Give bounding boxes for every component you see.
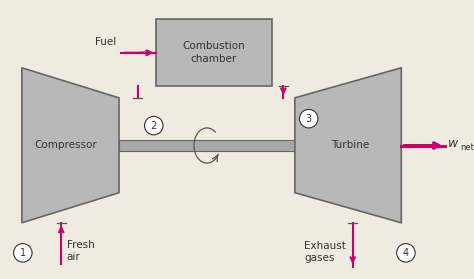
Circle shape bbox=[300, 109, 318, 128]
Circle shape bbox=[145, 116, 163, 135]
Bar bbox=[156, 19, 272, 86]
Circle shape bbox=[397, 244, 415, 262]
Text: Compressor: Compressor bbox=[35, 140, 97, 150]
Text: Turbine: Turbine bbox=[331, 140, 370, 150]
Text: 4: 4 bbox=[403, 248, 409, 258]
Text: 2: 2 bbox=[151, 121, 157, 131]
Bar bbox=[119, 140, 295, 151]
Polygon shape bbox=[22, 68, 119, 223]
Text: net: net bbox=[460, 143, 474, 152]
Text: Fresh
air: Fresh air bbox=[67, 240, 94, 262]
Text: w: w bbox=[447, 137, 458, 150]
Text: 1: 1 bbox=[20, 248, 26, 258]
Text: Exhaust
gases: Exhaust gases bbox=[304, 240, 346, 263]
Circle shape bbox=[14, 244, 32, 262]
Polygon shape bbox=[295, 68, 401, 223]
Text: 3: 3 bbox=[306, 114, 312, 124]
Text: Combustion
chamber: Combustion chamber bbox=[182, 41, 245, 64]
Text: Fuel: Fuel bbox=[95, 37, 117, 47]
